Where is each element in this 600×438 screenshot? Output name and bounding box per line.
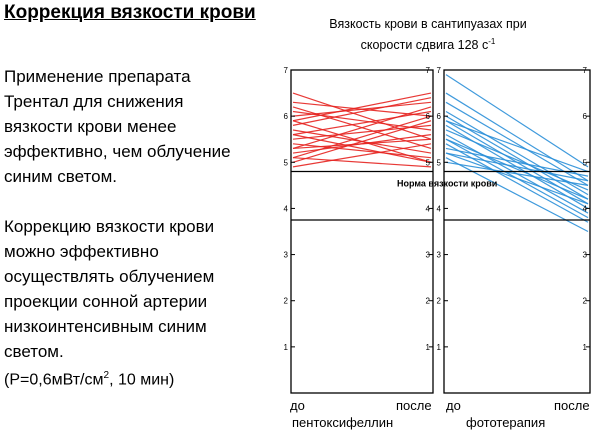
y-tick-label: 6 [583,112,588,121]
data-line [445,157,589,233]
data-line [292,106,432,150]
data-line [292,143,432,159]
data-line [445,152,589,182]
y-tick-label: 4 [284,204,289,213]
chart-title-line: скорости сдвига 128 с-1 [360,37,496,53]
y-tick-label: 2 [583,297,588,306]
data-line [292,143,432,168]
y-tick-label: 2 [426,297,431,306]
slide-title: Коррекция вязкости крови [4,2,256,23]
y-tick-label: 1 [284,343,289,352]
data-line [292,92,432,122]
data-line [445,111,589,196]
data-line [445,143,589,223]
paragraph-line: Коррекцию вязкости крови [4,217,215,236]
irradiation-parameters: (P=0,6мВт/см2, 10 мин) [4,370,175,389]
y-tick-label: 6 [284,112,289,121]
x-label-before-1: до [290,398,305,413]
paragraph-line: эффективно, чем облучение [4,142,231,161]
y-tick-label: 5 [437,158,442,167]
paragraph-line: светом. [4,342,64,361]
paragraph-correction: Коррекцию вязкости крови можно эффективн… [4,214,214,364]
paragraph-line: синим светом. [4,167,117,186]
y-tick-label: 6 [426,112,431,121]
y-tick-label: 4 [426,204,431,213]
data-line [445,74,589,168]
panel-frame [290,69,434,394]
panel-label-pentoxifylline: пентоксифеллин [292,415,394,430]
y-tick-label: 7 [284,66,289,75]
data-line [445,138,589,219]
y-tick-label: 7 [437,66,442,75]
paragraph-line: низкоинтенсивным синим [4,317,207,336]
y-tick-label: 3 [583,251,588,260]
x-label-after-1: после [396,398,432,413]
paragraph-line: Трентал для снижения [4,92,184,111]
paragraph-line: можно эффективно [4,242,159,261]
y-tick-label: 1 [583,343,588,352]
paragraph-line: проекции сонной артерии [4,292,208,311]
y-tick-label: 1 [426,343,431,352]
data-line [292,92,432,140]
panel-label-phototherapy: фототерапия [466,415,546,430]
data-line [445,120,589,173]
y-tick-label: 4 [437,204,442,213]
norm-label: Норма вязкости крови [397,179,497,189]
y-tick-label: 2 [284,297,289,306]
panel-frame [443,69,591,394]
data-line [445,92,589,182]
data-line [292,157,432,168]
y-tick-label: 3 [426,251,431,260]
x-label-after-2: после [554,398,590,413]
y-tick-label: 7 [583,66,588,75]
data-line [292,110,432,131]
y-tick-label: 5 [583,158,588,167]
data-line [445,161,589,186]
y-tick-label: 5 [284,158,289,167]
paragraph-line: Применение препарата [4,67,191,86]
y-tick-label: 3 [437,251,442,260]
paragraph-line: осуществлять облучением [4,267,215,286]
data-line [292,115,432,159]
data-line [292,101,432,117]
y-tick-label: 6 [437,112,442,121]
paragraph-line: вязкости крови менее [4,117,177,136]
y-tick-label: 4 [583,204,588,213]
y-tick-label: 5 [426,158,431,167]
data-line [292,97,432,126]
data-line [292,134,432,163]
data-line [445,138,589,200]
x-label-before-2: до [446,398,461,413]
data-line [445,129,589,191]
paragraph-trental: Применение препарата Трентал для снижени… [4,64,231,189]
data-line [292,138,432,150]
data-line [445,115,589,200]
y-tick-label: 2 [437,297,442,306]
chart-title-line: Вязкость крови в сантипуазах при [329,17,527,31]
data-line [445,101,589,186]
data-line [445,120,589,205]
y-tick-label: 7 [426,66,431,75]
chart-title: Вязкость крови в сантипуазах при скорост… [296,16,560,54]
y-tick-label: 3 [284,251,289,260]
data-line [292,120,432,163]
data-line [292,110,432,136]
y-tick-label: 1 [437,343,442,352]
